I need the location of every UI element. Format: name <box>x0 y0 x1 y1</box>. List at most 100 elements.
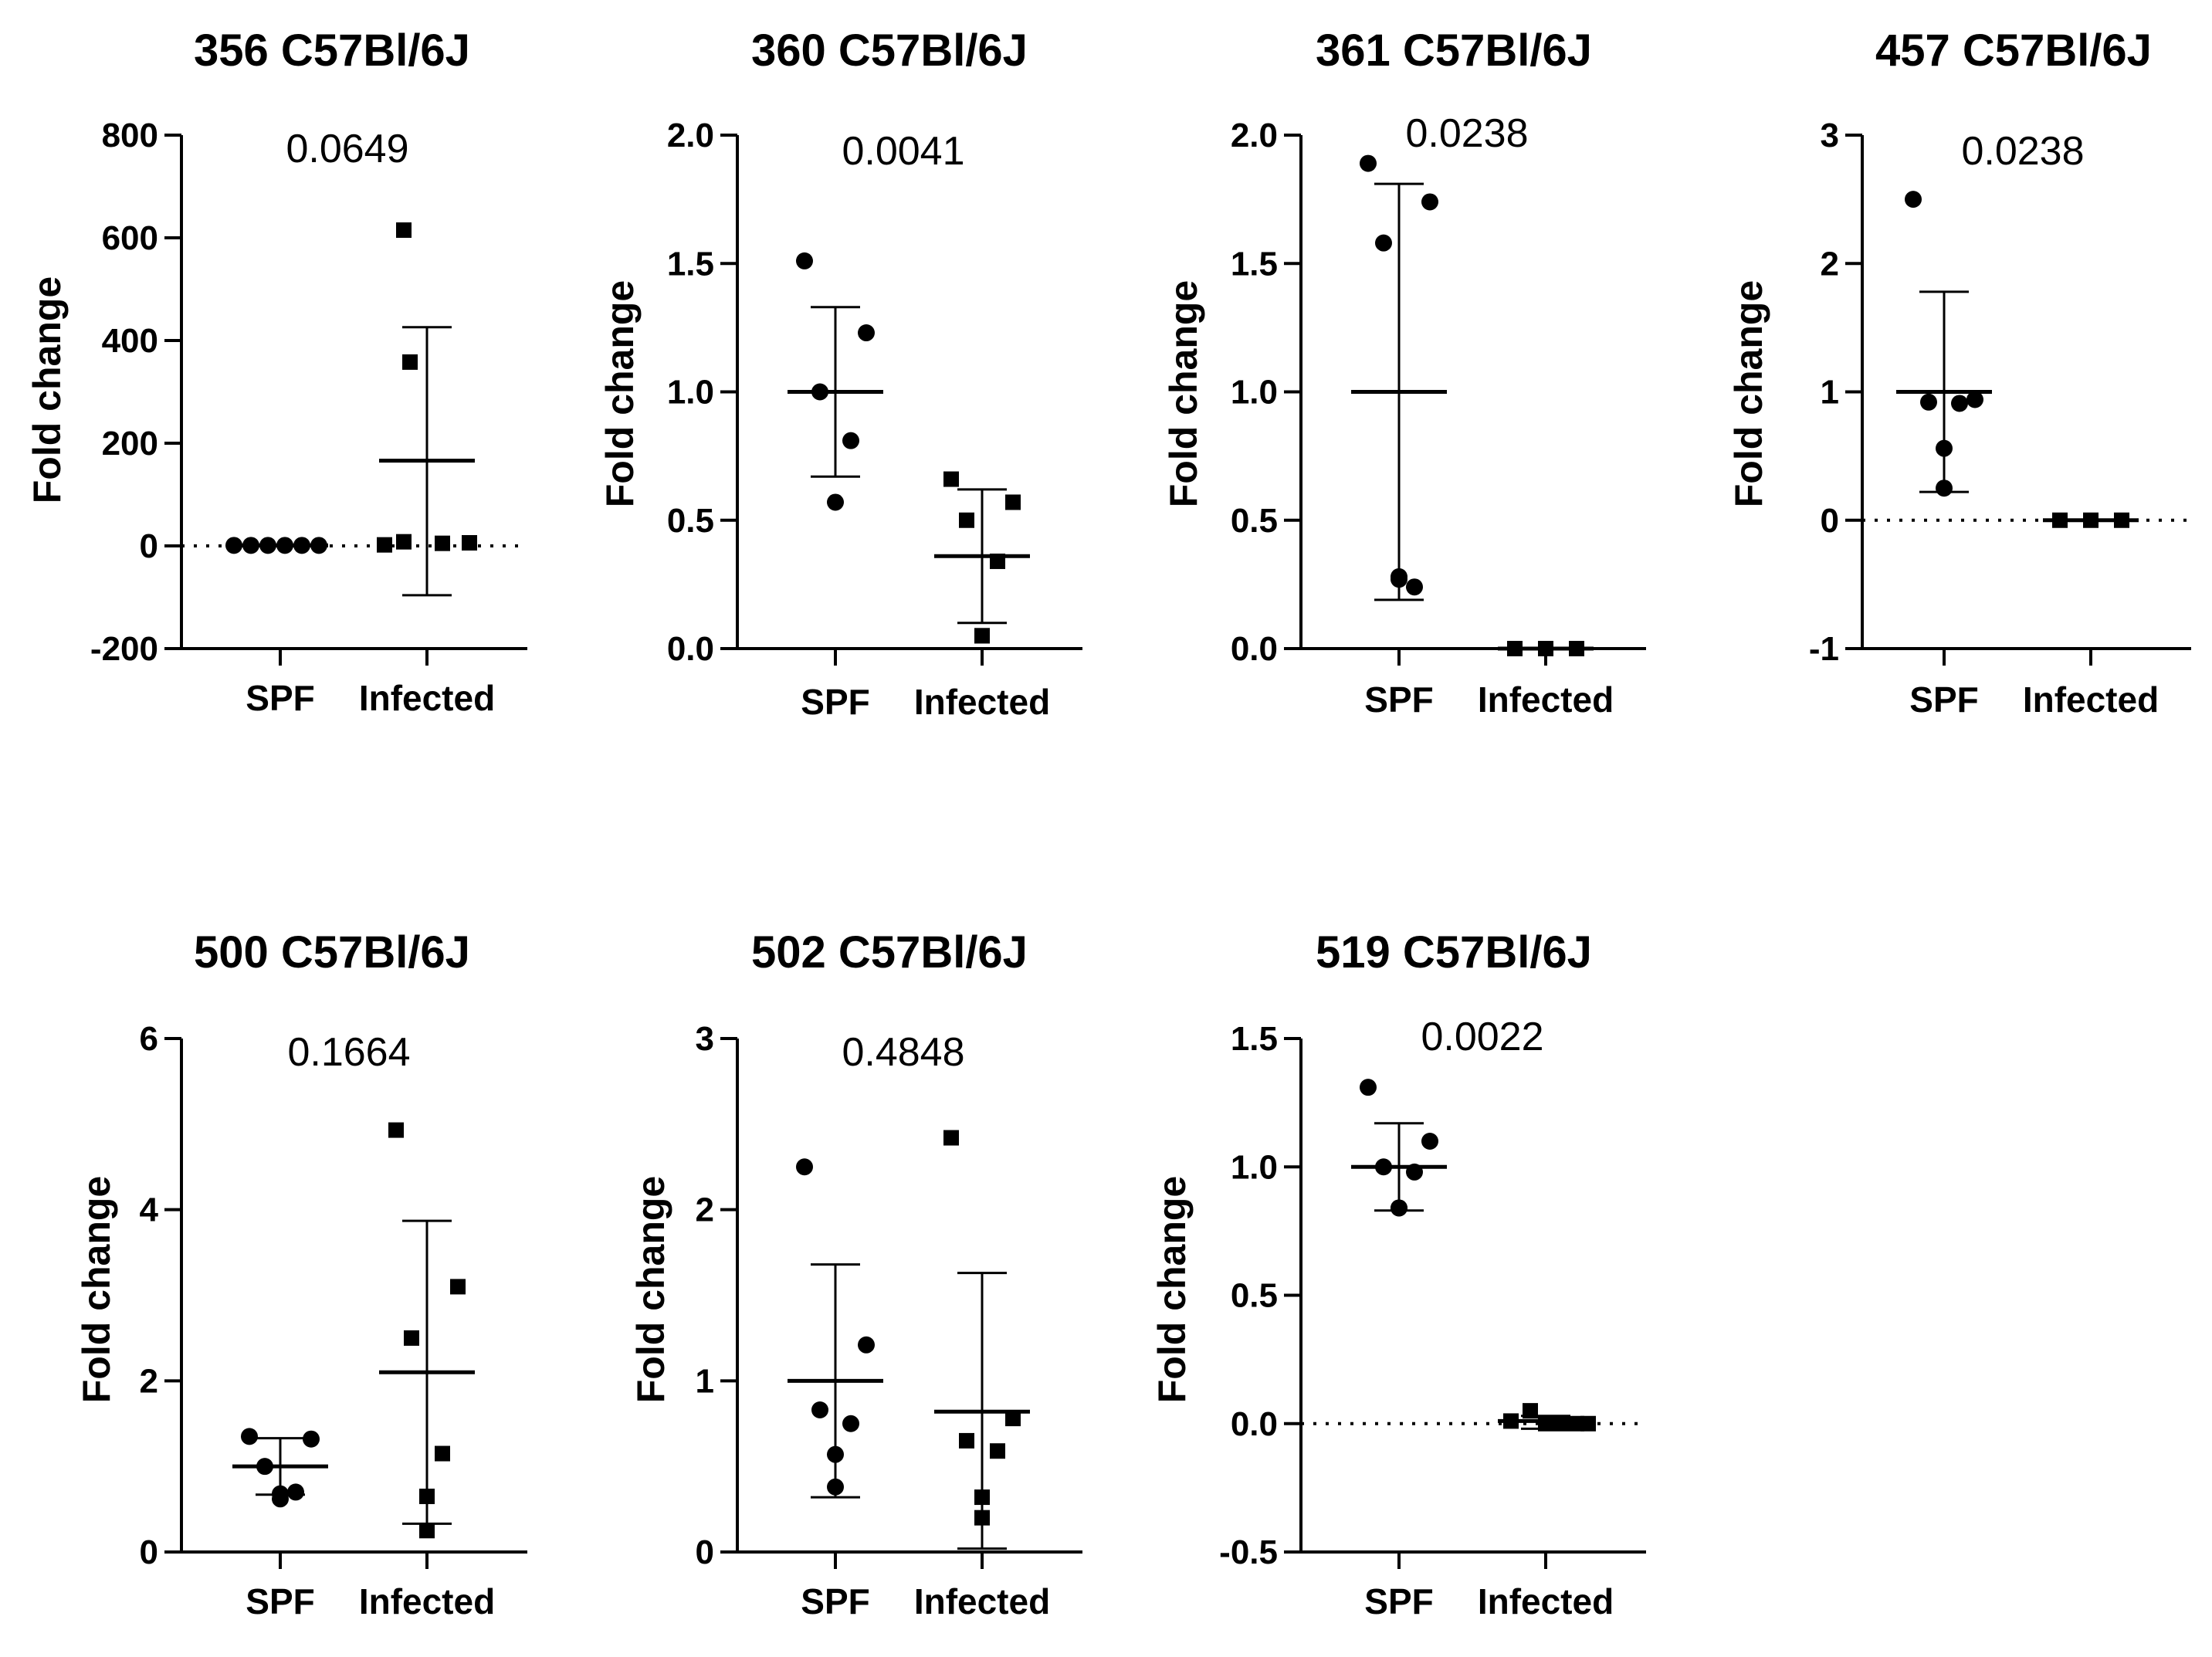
x-tick-label-spf: SPF <box>246 1581 314 1621</box>
data-point-circle <box>1391 571 1407 588</box>
data-point-circle <box>827 493 844 511</box>
p-value: 0.1664 <box>287 1030 410 1075</box>
data-point-square <box>450 1279 466 1295</box>
x-tick-label-infected: Infected <box>359 678 495 718</box>
data-point-circle <box>827 1478 844 1496</box>
panel-title: 502 C57Bl/6J <box>751 927 1028 978</box>
data-point-square <box>990 553 1005 569</box>
y-tick-label: 2 <box>696 1191 714 1229</box>
y-tick-label: 1 <box>1821 374 1839 412</box>
data-point-square <box>435 1445 450 1462</box>
data-point-square <box>1523 1403 1538 1419</box>
y-tick-label: 0 <box>140 1533 158 1571</box>
data-point-circle <box>276 537 293 554</box>
data-point-circle <box>303 1430 320 1448</box>
y-tick-label: 400 <box>102 322 158 360</box>
y-tick-label: 600 <box>102 219 158 257</box>
data-point-circle <box>1421 193 1438 211</box>
y-tick-label: 0.0 <box>667 630 714 668</box>
y-tick-label: -1 <box>1809 630 1839 668</box>
data-point-square <box>377 537 392 553</box>
x-tick-label-spf: SPF <box>1364 1581 1433 1621</box>
panel-457: 457 C57Bl/6J 0.0238 Fold change SPF Infe… <box>1727 25 2191 720</box>
y-tick-label: 0.5 <box>1231 502 1278 540</box>
data-point-square <box>419 1523 435 1539</box>
data-point-square <box>990 1443 1005 1459</box>
panel-title: 519 C57Bl/6J <box>1316 927 1592 978</box>
data-point-square <box>1503 1413 1519 1429</box>
panel-title: 500 C57Bl/6J <box>194 927 470 978</box>
y-axis-label: Fold change <box>75 1176 118 1403</box>
data-point-square <box>1538 1415 1553 1432</box>
data-point-square <box>419 1488 435 1504</box>
data-point-square <box>974 628 990 644</box>
data-point-circle <box>1951 395 1968 412</box>
p-value: 0.0041 <box>842 129 964 174</box>
x-tick-label-infected: Infected <box>1478 1581 1614 1621</box>
y-tick-label: -0.5 <box>1219 1533 1278 1571</box>
data-point-circle <box>796 1158 813 1176</box>
y-tick-label: 3 <box>696 1020 714 1058</box>
x-tick-label-infected: Infected <box>2023 679 2159 720</box>
data-point-square <box>1553 1415 1569 1432</box>
y-tick-label: 1.5 <box>1231 245 1278 283</box>
data-point-square <box>943 1130 959 1146</box>
y-tick-label: 1.0 <box>667 374 714 412</box>
data-point-circle <box>811 383 828 401</box>
data-point-square <box>462 535 477 551</box>
y-tick-label: 2.0 <box>667 117 714 154</box>
data-point-square <box>402 354 418 370</box>
y-axis-label: Fold change <box>1150 1176 1194 1403</box>
data-point-circle <box>259 537 276 554</box>
data-point-square <box>396 534 412 550</box>
y-axis-label: Fold change <box>25 276 69 503</box>
data-point-circle <box>1375 234 1392 252</box>
data-point-square <box>1569 641 1584 656</box>
data-point-square <box>2114 512 2129 528</box>
data-point-circle <box>1936 479 1953 497</box>
data-point-circle <box>272 1490 289 1508</box>
y-tick-label: 6 <box>140 1020 158 1058</box>
panel-title: 457 C57Bl/6J <box>1875 25 2152 76</box>
panel-361: 361 C57Bl/6J 0.0238 Fold change SPF Infe… <box>1162 25 1646 720</box>
data-point-circle <box>241 1428 258 1445</box>
data-point-circle <box>858 1336 875 1354</box>
data-point-square <box>1005 494 1021 510</box>
data-point-circle <box>1406 578 1423 596</box>
y-tick-label: -200 <box>90 630 158 668</box>
y-tick-label: 1 <box>696 1362 714 1400</box>
data-point-circle <box>1360 154 1377 172</box>
data-point-circle <box>842 1415 859 1432</box>
y-tick-label: 4 <box>140 1191 159 1229</box>
y-tick-label: 800 <box>102 117 158 154</box>
data-point-circle <box>1936 439 1953 457</box>
p-value: 0.0649 <box>286 127 408 171</box>
data-point-circle <box>827 1445 844 1463</box>
x-tick-label-infected: Infected <box>359 1581 495 1621</box>
x-tick-label-spf: SPF <box>801 682 869 722</box>
x-tick-label-spf: SPF <box>1364 679 1433 720</box>
p-value: 0.0022 <box>1421 1015 1543 1059</box>
panel-title: 360 C57Bl/6J <box>751 25 1028 76</box>
y-axis-label: Fold change <box>629 1176 672 1403</box>
data-point-square <box>1005 1411 1021 1427</box>
data-point-circle <box>225 537 242 554</box>
x-tick-label-spf: SPF <box>246 678 314 718</box>
data-point-square <box>1580 1415 1596 1432</box>
data-point-square <box>388 1122 404 1138</box>
data-point-square <box>2083 512 2099 528</box>
y-tick-label: 200 <box>102 425 158 463</box>
p-value: 0.4848 <box>842 1030 964 1075</box>
data-point-circle <box>1920 393 1937 411</box>
panel-502: 502 C57Bl/6J 0.4848 Fold change SPF Infe… <box>629 927 1082 1621</box>
data-point-square <box>396 222 412 239</box>
y-tick-label: 1.5 <box>1231 1020 1278 1058</box>
data-point-square <box>974 1510 990 1526</box>
data-point-circle <box>293 537 310 554</box>
data-point-circle <box>1421 1133 1438 1150</box>
y-tick-label: 2.0 <box>1231 117 1278 154</box>
panel-title: 361 C57Bl/6J <box>1316 25 1592 76</box>
panel-500: 500 C57Bl/6J 0.1664 Fold change SPF Infe… <box>75 927 527 1621</box>
y-tick-label: 1.0 <box>1231 374 1278 412</box>
panel-360: 360 C57Bl/6J 0.0041 Fold change SPF Infe… <box>598 25 1082 722</box>
